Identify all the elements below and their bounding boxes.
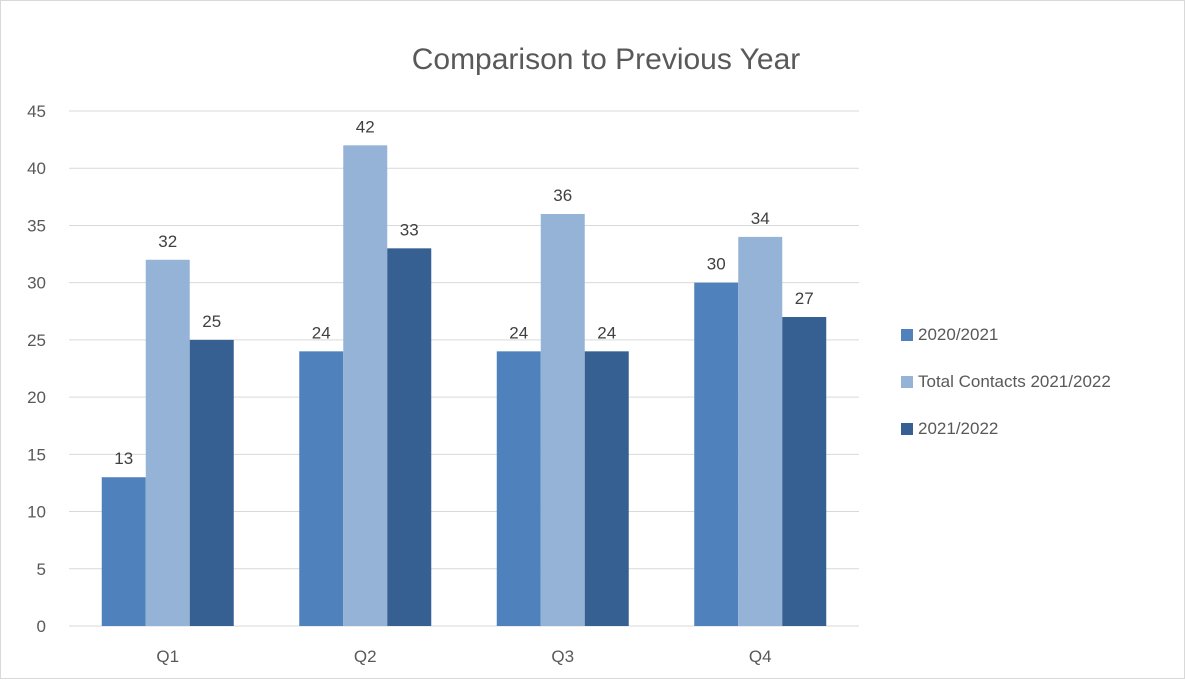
data-label: 32 bbox=[158, 232, 177, 251]
bar bbox=[299, 351, 344, 626]
y-tick-label: 5 bbox=[37, 560, 46, 579]
x-tick-label: Q3 bbox=[551, 647, 574, 666]
y-tick-label: 15 bbox=[27, 445, 46, 464]
bar bbox=[343, 145, 388, 627]
data-label: 42 bbox=[356, 117, 375, 136]
data-label: 24 bbox=[312, 323, 331, 342]
data-label: 36 bbox=[553, 186, 572, 205]
bar bbox=[189, 339, 234, 626]
y-tick-label: 30 bbox=[27, 274, 46, 293]
y-tick-label: 20 bbox=[27, 388, 46, 407]
legend-swatch bbox=[901, 329, 913, 341]
x-tick-label: Q1 bbox=[156, 647, 179, 666]
bar bbox=[145, 259, 190, 626]
bar bbox=[782, 317, 827, 626]
bar bbox=[387, 248, 432, 627]
data-label: 34 bbox=[751, 209, 770, 228]
data-label: 27 bbox=[795, 289, 814, 308]
bars bbox=[101, 145, 827, 627]
legend-label: 2020/2021 bbox=[918, 325, 998, 344]
x-axis-ticks: Q1 Q2 Q3 Q4 bbox=[156, 647, 771, 666]
chart-title: Comparison to Previous Year bbox=[412, 43, 801, 76]
bar bbox=[496, 351, 541, 626]
y-tick-label: 10 bbox=[27, 503, 46, 522]
bar bbox=[584, 351, 629, 626]
data-labels: 13 32 25 24 42 33 24 36 24 30 34 27 bbox=[114, 117, 813, 468]
legend-label: 2021/2022 bbox=[918, 419, 998, 438]
x-tick-label: Q4 bbox=[749, 647, 772, 666]
data-label: 24 bbox=[597, 323, 616, 342]
x-tick-label: Q2 bbox=[354, 647, 377, 666]
y-tick-label: 40 bbox=[27, 159, 46, 178]
data-label: 33 bbox=[400, 220, 419, 239]
bar bbox=[738, 236, 783, 626]
bar bbox=[540, 214, 585, 626]
legend-swatch bbox=[901, 376, 913, 388]
legend-label: Total Contacts 2021/2022 bbox=[918, 372, 1111, 391]
data-label: 25 bbox=[202, 312, 221, 331]
legend: 2020/2021 Total Contacts 2021/2022 2021/20… bbox=[901, 325, 1111, 438]
bar bbox=[101, 477, 146, 626]
data-label: 30 bbox=[707, 255, 726, 274]
legend-swatch bbox=[901, 423, 913, 435]
y-tick-label: 25 bbox=[27, 331, 46, 350]
y-tick-label: 0 bbox=[37, 617, 46, 636]
y-tick-label: 45 bbox=[27, 102, 46, 121]
y-tick-label: 35 bbox=[27, 216, 46, 235]
y-axis-ticks: 0 5 10 15 20 25 30 35 40 45 bbox=[27, 102, 46, 636]
data-label: 13 bbox=[114, 449, 133, 468]
data-label: 24 bbox=[509, 323, 528, 342]
bar bbox=[694, 282, 739, 626]
